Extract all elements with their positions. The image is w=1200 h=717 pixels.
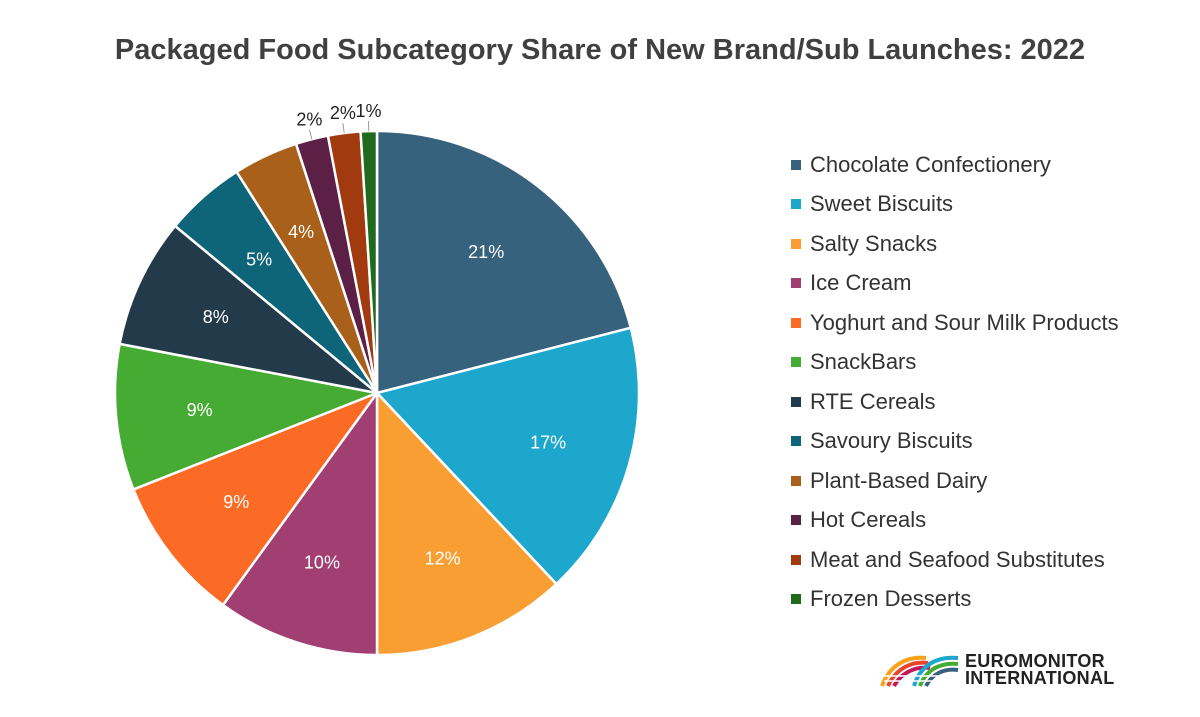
pie-slice-chocolate-confectionery [375,129,633,395]
legend-swatch [791,396,801,407]
pie-label-ice-cream: 10% [304,552,340,572]
pie-label-frozen-desserts: 1% [355,101,381,121]
pie-label-meat-and-seafood-substitutes: 2% [330,103,356,123]
legend-swatch [791,436,801,447]
legend-swatch [791,317,801,328]
legend-label: Ice Cream [810,270,912,296]
pie-label-yoghurt-and-sour-milk-products: 9% [223,492,249,512]
euromonitor-logo: EUROMONITOR INTERNATIONAL [880,652,1115,688]
legend-label: Plant-Based Dairy [810,467,988,493]
pie-label-chocolate-confectionery: 21% [468,242,504,262]
legend-item-salty-snacks: Salty Snacks [791,224,1119,264]
legend-label: Sweet Biscuits [810,191,954,217]
pie-label-plant-based-dairy: 4% [288,222,314,242]
pie-slice-snackbars [113,342,379,491]
pie-slice-frozen-desserts [359,129,379,395]
legend-item-hot-cereals: Hot Cereals [791,501,1119,541]
legend-swatch [791,357,801,368]
pie-slice-rte-cereals [118,224,379,395]
legend-swatch [791,475,801,486]
pie-slice-ice-cream [221,391,379,657]
pie-label-rte-cereals: 8% [203,307,229,327]
leader-line-hot-cereals [308,129,313,140]
legend-item-savoury-biscuits: Savoury Biscuits [791,422,1119,462]
pie-slice-yoghurt-and-sour-milk-products [132,391,379,607]
legend-label: Yoghurt and Sour Milk Products [810,309,1119,335]
pie-label-salty-snacks: 12% [425,549,461,569]
chart-title: Packaged Food Subcategory Share of New B… [114,34,1086,66]
leader-line-meat-and-seafood-substitutes [342,123,345,134]
legend-swatch [791,554,801,565]
legend-label: Salty Snacks [810,230,938,256]
legend-label: Hot Cereals [810,507,927,533]
legend-item-frozen-desserts: Frozen Desserts [791,580,1119,620]
legend-item-snackbars: SnackBars [791,343,1119,383]
legend-swatch [791,199,801,210]
legend-label: RTE Cereals [810,388,936,414]
rainbow-arc-logo-icon [880,655,960,688]
legend-item-meat-and-seafood-substitutes: Meat and Seafood Substitutes [791,540,1119,580]
legend-item-chocolate-confectionery: Chocolate Confectionery [791,145,1119,185]
pie-label-sweet-biscuits: 17% [530,433,566,453]
legend-swatch [791,238,801,249]
legend-item-plant-based-dairy: Plant-Based Dairy [791,461,1119,501]
logo-text-line-2: INTERNATIONAL [965,668,1115,688]
pie-slice-salty-snacks [375,391,558,657]
legend-label: Meat and Seafood Substitutes [810,546,1105,572]
legend-item-yoghurt-and-sour-milk-products: Yoghurt and Sour Milk Products [791,303,1119,343]
legend-item-sweet-biscuits: Sweet Biscuits [791,185,1119,225]
chart-legend: Chocolate Confectionery Sweet Biscuits Sal… [791,145,1119,619]
legend-swatch [791,159,801,170]
pie-data-labels: 21%17%12%10%9%9%8%5%4%2% 2% 1% [187,101,566,572]
pie-slices [113,129,641,657]
pie-label-savoury-biscuits: 5% [246,249,272,269]
legend-label: Chocolate Confectionery [810,151,1051,177]
legend-label: SnackBars [810,349,917,375]
pie-slice-sweet-biscuits [375,326,641,586]
legend-label: Frozen Desserts [810,586,972,612]
legend-swatch [791,278,801,289]
legend-item-rte-cereals: RTE Cereals [791,382,1119,422]
legend-swatch [791,594,801,605]
pie-label-hot-cereals: 2% [296,110,322,130]
pie-leader-lines [308,121,370,140]
logo-text-line-1: EUROMONITOR [965,651,1105,671]
legend-label: Savoury Biscuits [810,428,973,454]
pie-label-snackbars: 9% [187,400,213,420]
legend-swatch [791,515,801,526]
legend-item-ice-cream: Ice Cream [791,264,1119,304]
